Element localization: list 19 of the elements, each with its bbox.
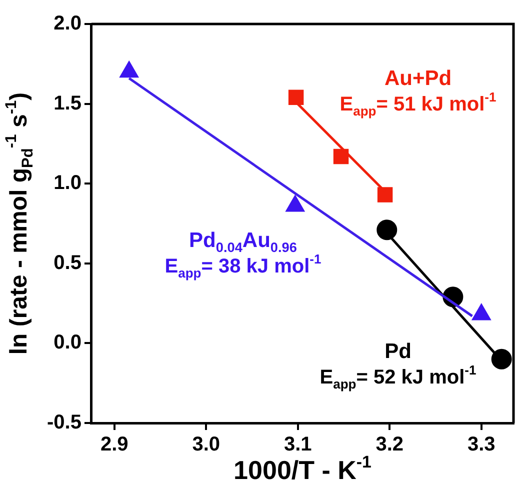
y-tick-label: 1.5 [54,92,82,114]
x-tick-label: 3.2 [376,434,404,456]
text: Pd [384,340,412,363]
y-tick-label: -0.5 [46,412,82,434]
point [377,187,393,202]
x-tick-label: 3.1 [284,434,312,456]
point [491,348,512,370]
x-tick-label: 2.9 [100,434,128,456]
point [376,220,398,240]
x-tick-label: 3.0 [192,434,220,456]
point [333,148,349,164]
x-tick-label: 3.3 [467,434,496,456]
y-tick-label: 2.0 [54,12,82,35]
y-tick-label: 0.5 [54,252,82,274]
point [288,90,304,106]
y-tick-label: 1.0 [54,172,82,194]
text: Au+Pd [384,66,452,90]
y-tick-label: 0.0 [54,332,82,354]
y-axis-title: ln (rate - mmol gPd-1 s-1) [2,92,37,355]
